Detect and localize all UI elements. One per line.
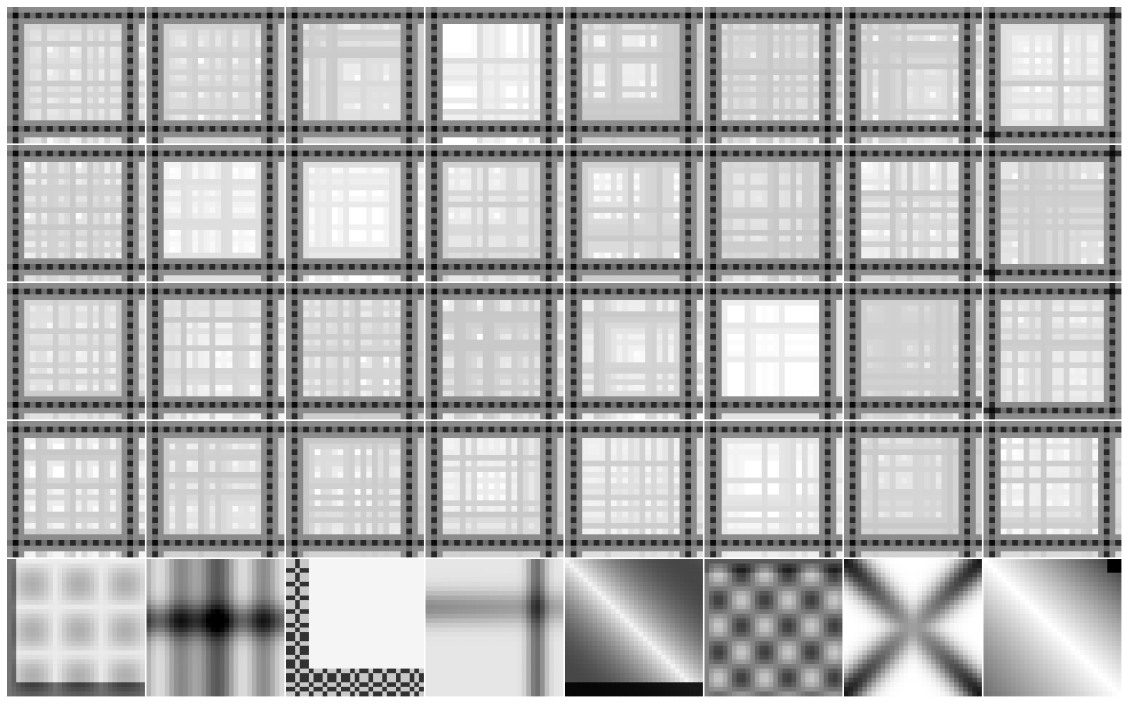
- matrix-tile: [704, 421, 843, 558]
- matrix-tile: [7, 421, 145, 558]
- matrix-tile: [844, 7, 982, 144]
- matrix-tile: [7, 145, 145, 282]
- matrix-tile: [704, 559, 843, 697]
- matrix-tile: [704, 283, 843, 420]
- matrix-tile: [565, 421, 703, 558]
- matrix-tile: [983, 421, 1122, 558]
- matrix-tile: [146, 559, 285, 697]
- matrix-tile: [286, 7, 424, 144]
- matrix-tile: [565, 145, 703, 282]
- matrix-tile: [286, 145, 424, 282]
- matrix-tile: [286, 559, 424, 697]
- matrix-tile: [983, 283, 1122, 420]
- matrix-tile: [565, 283, 703, 420]
- matrix-tile: [7, 283, 145, 420]
- matrix-tile: [844, 421, 982, 558]
- matrix-tile: [704, 7, 843, 144]
- matrix-tile: [565, 559, 703, 697]
- matrix-tile: [565, 7, 703, 144]
- matrix-tile: [704, 145, 843, 282]
- matrix-tile: [425, 283, 564, 420]
- matrix-tile: [286, 283, 424, 420]
- matrix-tile: [425, 559, 564, 697]
- matrix-tile: [146, 145, 285, 282]
- matrix-tile: [983, 145, 1122, 282]
- matrix-tile: [146, 283, 285, 420]
- tiles-layer: [7, 7, 1122, 697]
- matrix-tile: [425, 7, 564, 144]
- matrix-tile: [7, 7, 145, 144]
- matrix-tile: [286, 421, 424, 558]
- matrix-tile: [844, 559, 982, 697]
- matrix-tile: [844, 283, 982, 420]
- matrix-tile: [983, 559, 1122, 697]
- matrix-tile: [983, 7, 1122, 144]
- matrix-tile: [146, 7, 285, 144]
- matrix-tile: [844, 145, 982, 282]
- matrix-tile: [425, 421, 564, 558]
- matrix-tile: [7, 559, 145, 697]
- matrix-tile: [425, 145, 564, 282]
- matrix-tile: [146, 421, 285, 558]
